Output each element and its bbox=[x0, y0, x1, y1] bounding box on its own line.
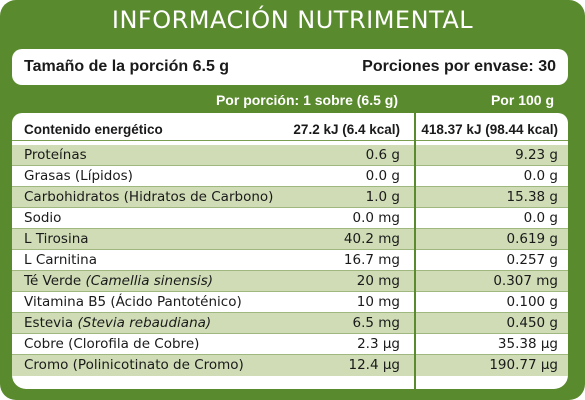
value-per-serving: 16.7 mg bbox=[343, 252, 400, 268]
value-per-serving: 0.6 g bbox=[365, 147, 400, 163]
serving-info-box: Tamaño de la porción 6.5 g Porciones por… bbox=[12, 49, 568, 85]
table-row: Cobre (Clorofila de Cobre) 2.3 µg 35.38 … bbox=[12, 334, 568, 355]
nutrient-name: Sodio bbox=[24, 210, 62, 226]
portions-per-package: Porciones por envase: 30 bbox=[362, 58, 556, 75]
table-row: Cromo (Polinicotinato de Cromo) 12.4 µg … bbox=[12, 355, 568, 376]
table-row: Proteínas 0.6 g 9.23 g bbox=[12, 145, 568, 166]
value-per-100g: 0.307 mg bbox=[493, 273, 558, 289]
table-row: Sodio 0.0 mg 0.0 g bbox=[12, 208, 568, 229]
value-per-serving: 0.0 mg bbox=[352, 210, 400, 226]
nutrient-name: Vitamina B5 (Ácido Pantoténico) bbox=[24, 294, 242, 310]
column-header-per-100g: Por 100 g bbox=[490, 92, 554, 108]
value-per-100g: 0.0 g bbox=[523, 168, 558, 184]
nutrient-name: Carbohidratos (Hidratos de Carbono) bbox=[24, 189, 274, 205]
value-per-serving: 1.0 g bbox=[365, 189, 400, 205]
value-per-100g: 0.257 g bbox=[506, 252, 558, 268]
value-per-100g: 9.23 g bbox=[515, 147, 558, 163]
value-per-serving: 0.0 g bbox=[365, 168, 400, 184]
column-divider bbox=[414, 113, 416, 389]
table-row: Grasas (Lípidos) 0.0 g 0.0 g bbox=[12, 166, 568, 187]
table-row: L Carnitina 16.7 mg 0.257 g bbox=[12, 250, 568, 271]
nutrient-name: Proteínas bbox=[24, 147, 87, 163]
nutrient-name: L Tirosina bbox=[24, 231, 89, 247]
nutrient-name: Estevia (Stevia rebaudiana) bbox=[24, 315, 212, 331]
value-per-serving: 12.4 µg bbox=[348, 357, 400, 373]
nutrition-table: Contenido energético 27.2 kJ (6.4 kcal) … bbox=[12, 113, 568, 389]
energy-row: Contenido energético 27.2 kJ (6.4 kcal) … bbox=[12, 119, 568, 141]
table-row: Vitamina B5 (Ácido Pantoténico) 10 mg 0.… bbox=[12, 292, 568, 313]
value-per-100g: 15.38 g bbox=[506, 189, 558, 205]
value-per-100g: 0.100 g bbox=[506, 294, 558, 310]
value-per-serving: 6.5 mg bbox=[352, 315, 400, 331]
nutrient-name: Té Verde (Camellia sinensis) bbox=[24, 273, 214, 289]
value-per-100g: 190.77 µg bbox=[489, 357, 558, 373]
value-per-serving: 2.3 µg bbox=[357, 336, 400, 352]
table-row: Carbohidratos (Hidratos de Carbono) 1.0 … bbox=[12, 187, 568, 208]
nutrient-name: Cobre (Clorofila de Cobre) bbox=[24, 336, 200, 352]
nutrient-name: L Carnitina bbox=[24, 252, 98, 268]
nutrient-name: Grasas (Lípidos) bbox=[24, 168, 133, 184]
panel-title: INFORMACIÓN NUTRIMENTAL bbox=[111, 6, 474, 34]
energy-per-100g: 418.37 kJ (98.44 kcal) bbox=[421, 122, 558, 137]
nutrient-name: Cromo (Polinicotinato de Cromo) bbox=[24, 357, 244, 373]
serving-size: Tamaño de la porción 6.5 g bbox=[24, 58, 230, 75]
energy-label: Contenido energético bbox=[24, 122, 163, 137]
value-per-serving: 40.2 mg bbox=[343, 231, 400, 247]
value-per-serving: 20 mg bbox=[356, 273, 400, 289]
value-per-100g: 0.619 g bbox=[506, 231, 558, 247]
value-per-serving: 10 mg bbox=[356, 294, 400, 310]
value-per-100g: 35.38 µg bbox=[497, 336, 558, 352]
table-row: L Tirosina 40.2 mg 0.619 g bbox=[12, 229, 568, 250]
value-per-100g: 0.0 g bbox=[523, 210, 558, 226]
column-header-per-serving: Por porción: 1 sobre (6.5 g) bbox=[215, 92, 398, 108]
value-per-100g: 0.450 g bbox=[506, 315, 558, 331]
scientific-name: (Camellia sinensis) bbox=[85, 273, 214, 289]
scientific-name: (Stevia rebaudiana) bbox=[77, 315, 212, 331]
table-row: Té Verde (Camellia sinensis) 20 mg 0.307… bbox=[12, 271, 568, 292]
energy-per-serving: 27.2 kJ (6.4 kcal) bbox=[293, 122, 400, 137]
table-row: Estevia (Stevia rebaudiana) 6.5 mg 0.450… bbox=[12, 313, 568, 334]
